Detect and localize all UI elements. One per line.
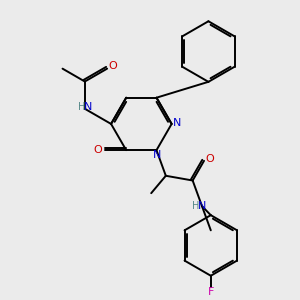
Text: N: N xyxy=(84,102,92,112)
Text: N: N xyxy=(198,201,207,211)
Text: H: H xyxy=(192,201,199,211)
Text: N: N xyxy=(153,150,161,160)
Text: O: O xyxy=(206,154,214,164)
Text: H: H xyxy=(78,102,85,112)
Text: O: O xyxy=(109,61,117,71)
Text: O: O xyxy=(94,145,103,155)
Text: F: F xyxy=(208,287,214,298)
Text: N: N xyxy=(172,118,181,128)
